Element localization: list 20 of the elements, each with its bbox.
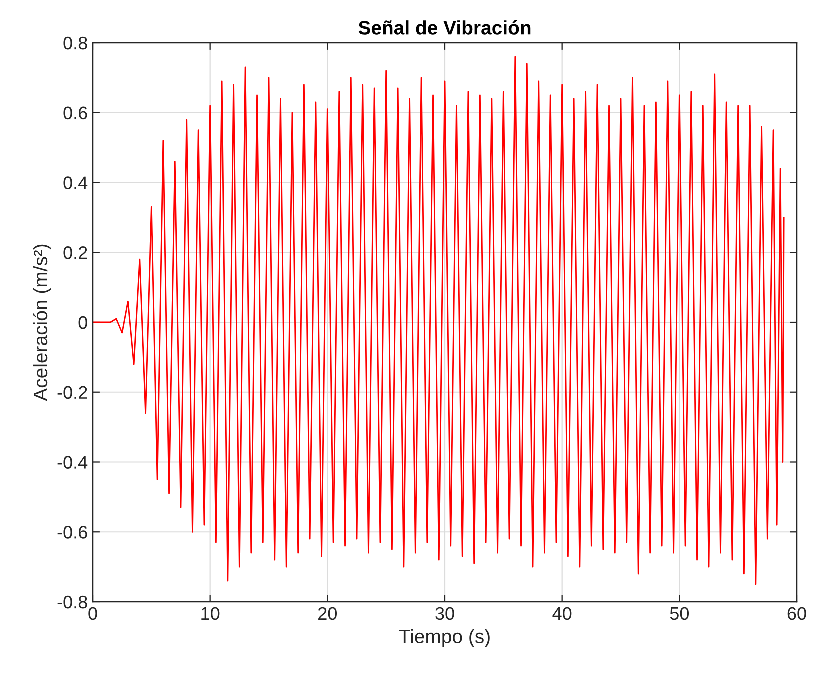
y-axis-title: Aceleración (m/s²) (33, 244, 52, 402)
chart-title: Señal de Vibración (358, 20, 531, 35)
y-tick-label: -0.8 (58, 596, 88, 609)
x-tick-label: 40 (552, 607, 572, 620)
x-tick-label: 0 (88, 607, 98, 620)
x-tick-label: 20 (318, 607, 338, 620)
x-tick-label: 50 (670, 607, 690, 620)
x-tick-label: 30 (436, 607, 454, 620)
x-axis-title: Tiempo (s) (399, 629, 490, 648)
x-tick-label: 60 (788, 607, 806, 620)
y-tick-label: 0.8 (64, 36, 88, 50)
y-tick-label: 0.2 (64, 246, 88, 260)
y-tick-label: -0.6 (58, 526, 88, 539)
x-tick-label: 10 (202, 607, 220, 620)
y-tick-label: 0 (78, 316, 88, 330)
y-tick-label: -0.4 (58, 456, 88, 469)
y-tick-label: -0.2 (58, 386, 88, 400)
y-tick-label: 0.4 (64, 176, 88, 190)
line-series (93, 56, 785, 586)
y-tick-label: 0.6 (64, 106, 88, 120)
